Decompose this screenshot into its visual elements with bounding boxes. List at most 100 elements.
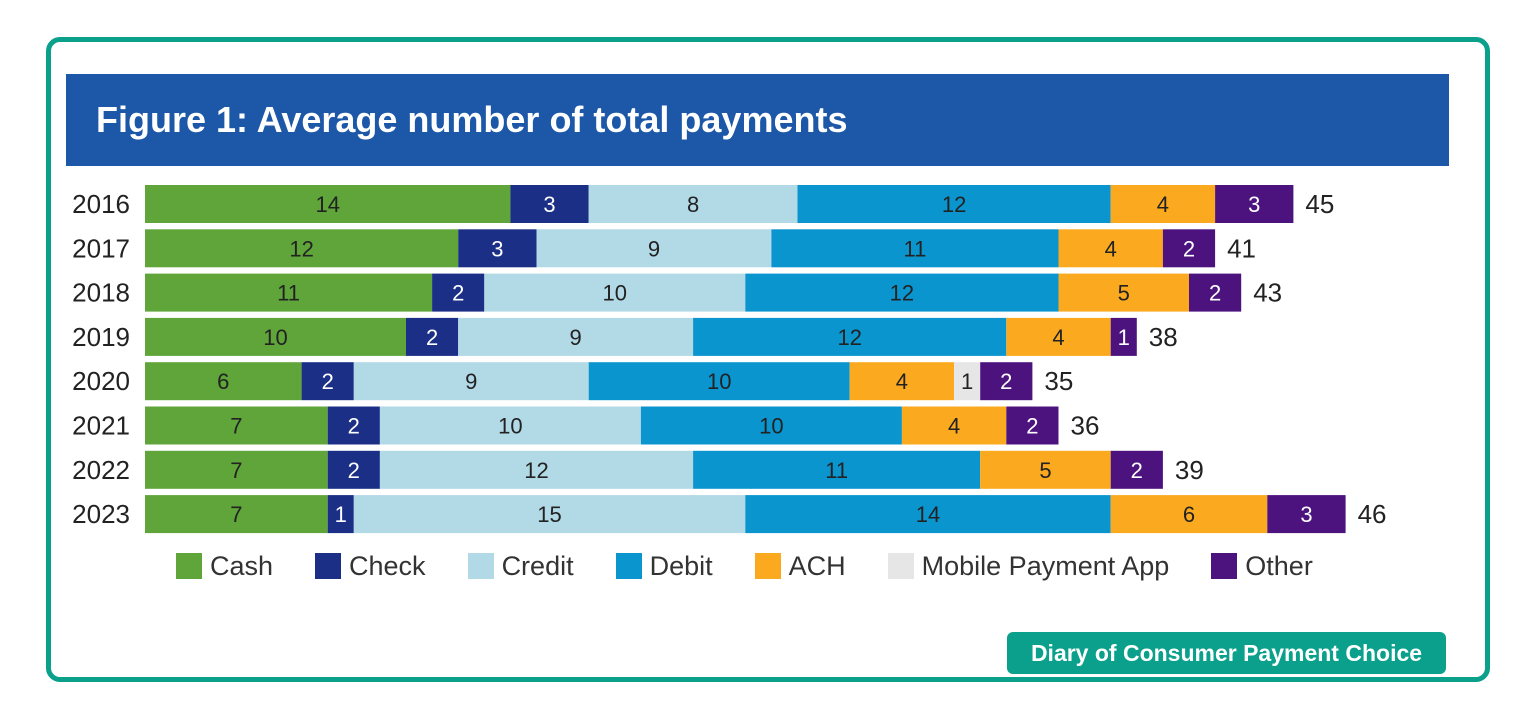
y-tick-label: 2018 [72,278,130,308]
legend-label: Credit [501,550,574,581]
data-label: 12 [890,281,914,306]
data-label: 6 [1183,502,1195,527]
bar-segment-cash [145,185,511,223]
legend-item-check: Check [315,551,426,582]
bar-segment-other [1006,406,1059,445]
data-label: 10 [759,414,783,439]
legend-item-credit: Credit [467,550,574,582]
total-label: 36 [1071,411,1100,441]
data-label: 8 [687,192,699,217]
bar-segment-check [327,495,354,534]
legend-swatch [615,553,642,579]
data-label: 10 [603,281,627,306]
data-label: 3 [491,236,503,261]
y-tick-label: 2020 [72,366,130,396]
y-tick-label: 2019 [72,322,130,352]
source-badge[interactable]: Diary of Consumer Payment Choice [1007,632,1446,674]
bar-segment-ach [1006,317,1111,356]
bar-segment-mobile-payment-app [954,362,981,401]
data-label: 4 [1052,325,1064,350]
data-label: 6 [217,369,229,394]
bar-segment-debit [693,450,981,489]
data-label: 9 [570,325,582,350]
bar-segment-other [980,362,1033,401]
legend-swatch [887,553,914,579]
data-label: 9 [465,369,477,394]
bar-segment-debit [693,317,1007,356]
bar-segment-check [406,317,459,356]
legend-swatch [176,553,202,579]
data-label: 12 [524,458,548,483]
bar-segment-check [301,362,354,401]
bar-segment-other [1215,185,1294,223]
bar-segment-credit [458,317,694,356]
legend-item-cash: Cash [176,551,273,582]
y-tick-label: 2021 [72,411,130,441]
data-label: 2 [1209,281,1221,306]
bar-segment-other [1110,317,1137,356]
bar-segment-debit [771,229,1059,268]
total-label: 45 [1305,189,1334,219]
bar-segment-ach [1058,273,1189,312]
data-label: 11 [825,458,848,483]
data-label: 4 [948,414,960,439]
legend-label: Mobile Payment App [921,550,1170,581]
bar-segment-cash [145,450,328,489]
data-label: 5 [1039,458,1051,483]
legend-item-ach: ACH [754,551,846,582]
bar-segment-ach [1058,229,1163,268]
data-label: 15 [537,502,561,527]
bar-segment-credit [379,450,694,489]
title-bar: Figure 1: Average number of total paymen… [66,74,1449,166]
total-label: 39 [1175,455,1204,485]
chart-legend: Cash Check Credit Debit ACH Mobile Payment Ap… [176,548,1355,584]
legend-swatch [467,553,494,579]
data-label: 11 [277,281,300,306]
data-label: 7 [230,502,242,527]
legend-swatch [1211,553,1238,579]
bar-segment-debit [745,495,1111,534]
data-label: 1 [335,502,347,527]
data-label: 3 [1300,502,1312,527]
bar-segment-check [327,450,380,489]
bar-segment-cash [145,317,406,356]
data-label: 4 [1105,236,1117,261]
legend-item-debit: Debit [615,550,713,582]
data-label: 7 [230,458,242,483]
data-label: 1 [1118,325,1130,350]
data-label: 14 [315,192,339,217]
bar-segment-check [458,229,537,268]
bar-segment-other [1267,495,1346,534]
data-label: 10 [498,414,522,439]
legend-label: Debit [649,550,713,581]
bar-segment-other [1162,229,1216,268]
data-label: 4 [896,369,908,394]
data-label: 10 [263,325,287,350]
data-label: 2 [1026,414,1038,439]
bar-segment-debit [745,273,1059,312]
bar-segment-debit [588,362,850,401]
total-label: 43 [1253,278,1282,308]
data-label: 10 [707,369,731,394]
data-label: 12 [289,236,313,261]
data-label: 7 [230,414,242,439]
legend-label: Other [1245,550,1313,581]
y-tick-label: 2022 [72,455,130,485]
bar-segment-cash [145,406,328,445]
bar-segment-credit [536,229,772,268]
y-tick-label: 2016 [72,189,130,219]
bar-segment-ach [980,450,1111,489]
total-label: 35 [1044,366,1073,396]
legend-label: Cash [210,550,274,581]
legend-swatch [315,553,342,579]
total-label: 38 [1149,322,1178,352]
data-label: 4 [1157,192,1169,217]
bar-segment-debit [797,185,1111,223]
data-label: 2 [1183,236,1195,261]
data-label: 14 [916,502,940,527]
data-label: 9 [648,236,660,261]
data-label: 12 [837,325,861,350]
bar-segment-check [432,273,485,312]
y-tick-label: 2023 [72,499,130,529]
